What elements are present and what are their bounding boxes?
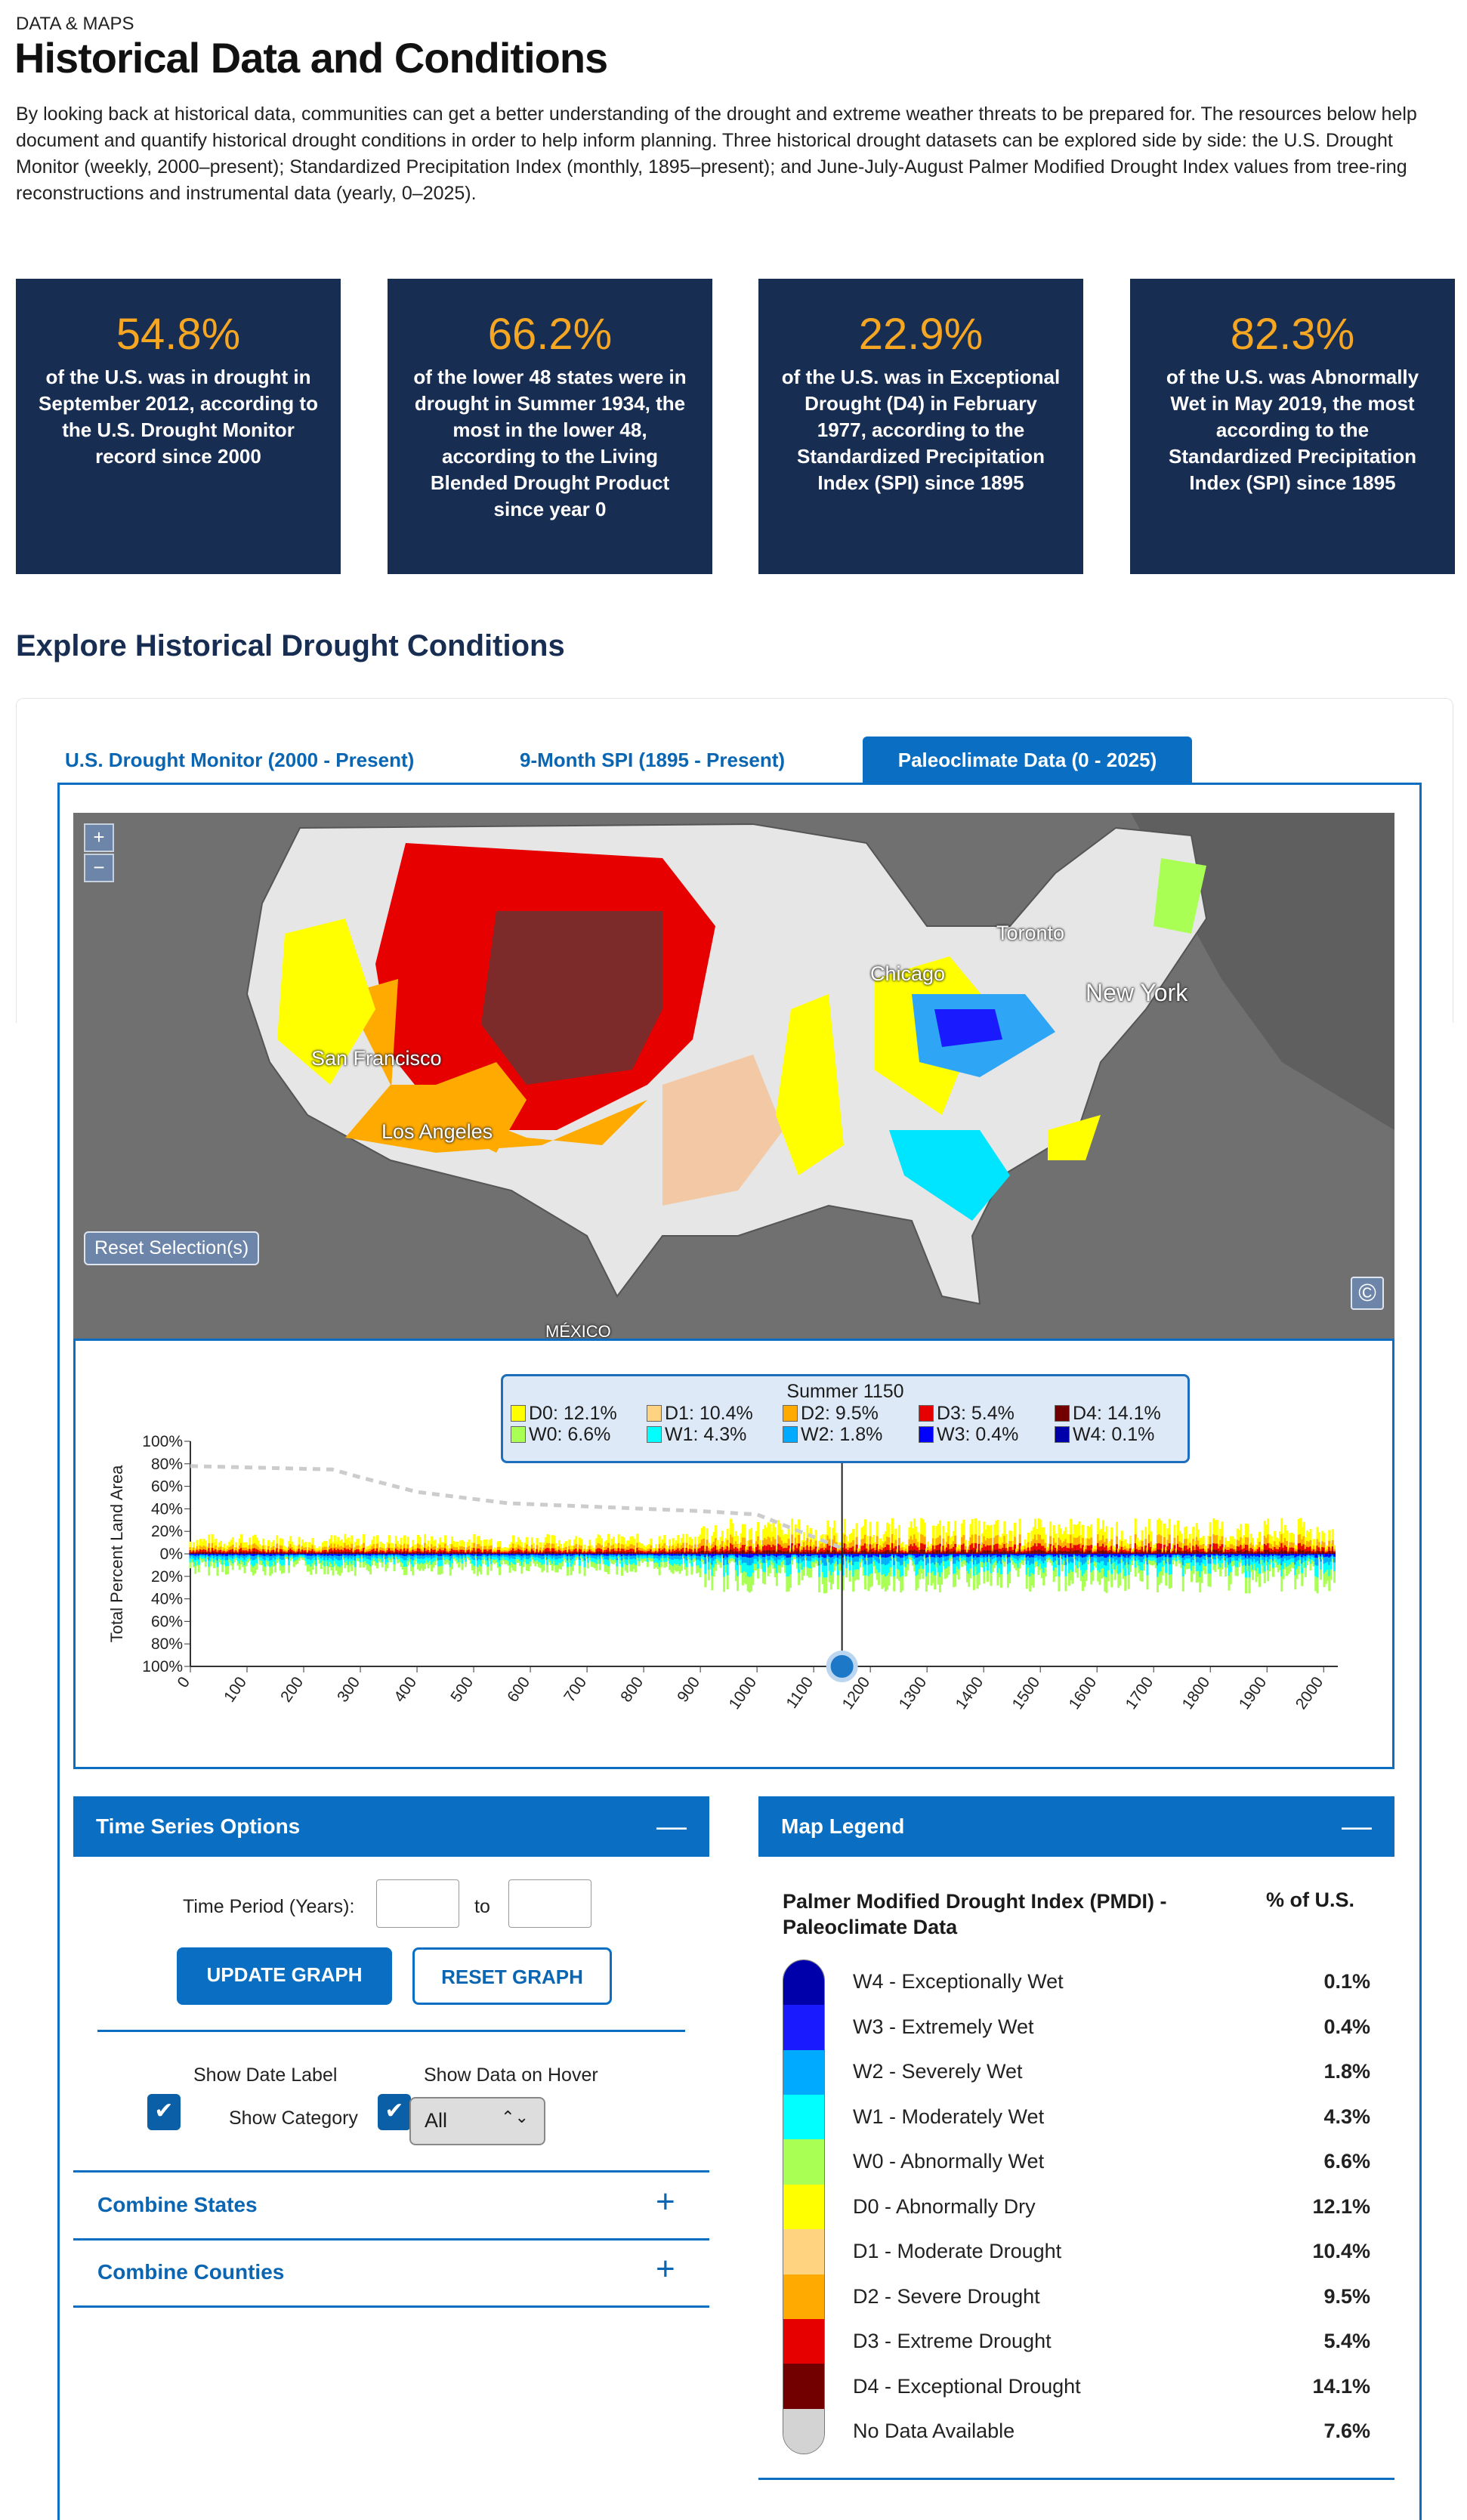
- country-label: MÉXICO: [545, 1322, 611, 1339]
- explore-panel: [16, 698, 1453, 1023]
- section-title: Explore Historical Drought Conditions: [16, 629, 565, 662]
- city-label: Los Angeles: [381, 1120, 493, 1143]
- stat-text: of the U.S. was Abnormally Wet in May 20…: [1166, 366, 1419, 494]
- x-tick-label: 1600: [1066, 1674, 1101, 1712]
- tab-spi[interactable]: 9-Month SPI (1895 - Present): [520, 749, 786, 771]
- stat-percent: 82.3%: [1230, 310, 1355, 359]
- zoom-in-button[interactable]: +: [84, 823, 114, 852]
- drought-map[interactable]: + − San Francisco Los Angeles Chicago To…: [73, 813, 1394, 1339]
- y-tick-label: 80%: [151, 1635, 183, 1653]
- y-tick-label: 0%: [160, 1546, 183, 1563]
- x-tick-label: 2000: [1293, 1674, 1327, 1712]
- stat-percent: 54.8%: [116, 310, 241, 359]
- x-tick-label: 600: [504, 1674, 533, 1706]
- page-title: Historical Data and Conditions: [14, 34, 608, 82]
- x-tick-label: 1500: [1009, 1674, 1044, 1712]
- reset-selection-button[interactable]: Reset Selection(s): [84, 1231, 260, 1265]
- x-tick-label: 1700: [1123, 1674, 1157, 1712]
- y-tick-label: 40%: [151, 1500, 183, 1518]
- city-label: Toronto: [996, 922, 1065, 944]
- city-label: New York: [1086, 979, 1188, 1006]
- x-tick-label: 700: [561, 1674, 590, 1706]
- x-tick-label: 1900: [1236, 1674, 1271, 1712]
- stat-card: 22.9% of the U.S. was in Exceptional Drou…: [758, 279, 1083, 574]
- tab-content: [57, 783, 1422, 2520]
- stat-text: of the lower 48 states were in drought i…: [413, 366, 687, 520]
- y-tick-label: 80%: [151, 1456, 183, 1473]
- x-tick-label: 300: [334, 1674, 363, 1706]
- time-series-chart[interactable]: 100% 80% 60% 40% 20% 0% 20% 40% 60% 80% 100% 0 100 20…: [73, 1339, 1394, 1769]
- y-tick-label: 100%: [142, 1433, 183, 1450]
- y-tick-label: 20%: [151, 1568, 183, 1586]
- x-tick-label: 200: [277, 1674, 307, 1706]
- chart-svg[interactable]: 100%80%60%40%20%0%20%40%60%80%100%0 100 20…: [76, 1341, 1392, 1767]
- y-tick-label: 60%: [151, 1613, 183, 1630]
- tab-paleoclimate[interactable]: Paleoclimate Data (0 - 2025): [863, 737, 1192, 784]
- x-tick-label: 1400: [953, 1674, 987, 1712]
- city-label: San Francisco: [311, 1047, 442, 1070]
- stat-percent: 22.9%: [858, 310, 984, 359]
- stat-text: of the U.S. was in Exceptional Drought (…: [781, 366, 1061, 494]
- y-tick-label: 100%: [142, 1658, 183, 1675]
- x-tick-label: 500: [447, 1674, 477, 1706]
- zoom-out-button[interactable]: −: [84, 854, 114, 882]
- tab-drought-monitor[interactable]: U.S. Drought Monitor (2000 - Present): [65, 749, 415, 771]
- city-label: Chicago: [870, 962, 946, 985]
- stat-percent: 66.2%: [487, 310, 613, 359]
- eyebrow: DATA & MAPS: [16, 14, 134, 34]
- map-canvas[interactable]: [73, 813, 1394, 1339]
- x-tick-label: 900: [674, 1674, 703, 1706]
- copyright-icon[interactable]: ©: [1351, 1277, 1384, 1310]
- x-tick-label: 800: [617, 1674, 647, 1706]
- stat-card: 82.3% of the U.S. was Abnormally Wet in M…: [1130, 279, 1455, 574]
- stat-card: 54.8% of the U.S. was in drought in Septe…: [16, 279, 341, 574]
- y-axis-label: Total Percent Land Area: [107, 1465, 126, 1643]
- x-tick-label: 400: [391, 1674, 420, 1706]
- x-tick-label: 1000: [726, 1674, 761, 1712]
- y-tick-label: 20%: [151, 1523, 183, 1540]
- x-tick-label: 0: [174, 1674, 194, 1691]
- stat-card: 66.2% of the lower 48 states were in drou…: [388, 279, 712, 574]
- x-tick-label: 1100: [783, 1674, 817, 1712]
- x-tick-label: 1800: [1179, 1674, 1214, 1712]
- x-tick-label: 100: [221, 1674, 250, 1706]
- x-tick-label: 1300: [896, 1674, 931, 1712]
- stat-text: of the U.S. was in drought in September …: [39, 366, 318, 468]
- y-tick-label: 60%: [151, 1478, 183, 1496]
- y-tick-label: 40%: [151, 1591, 183, 1608]
- intro-paragraph: By looking back at historical data, comm…: [16, 103, 1417, 204]
